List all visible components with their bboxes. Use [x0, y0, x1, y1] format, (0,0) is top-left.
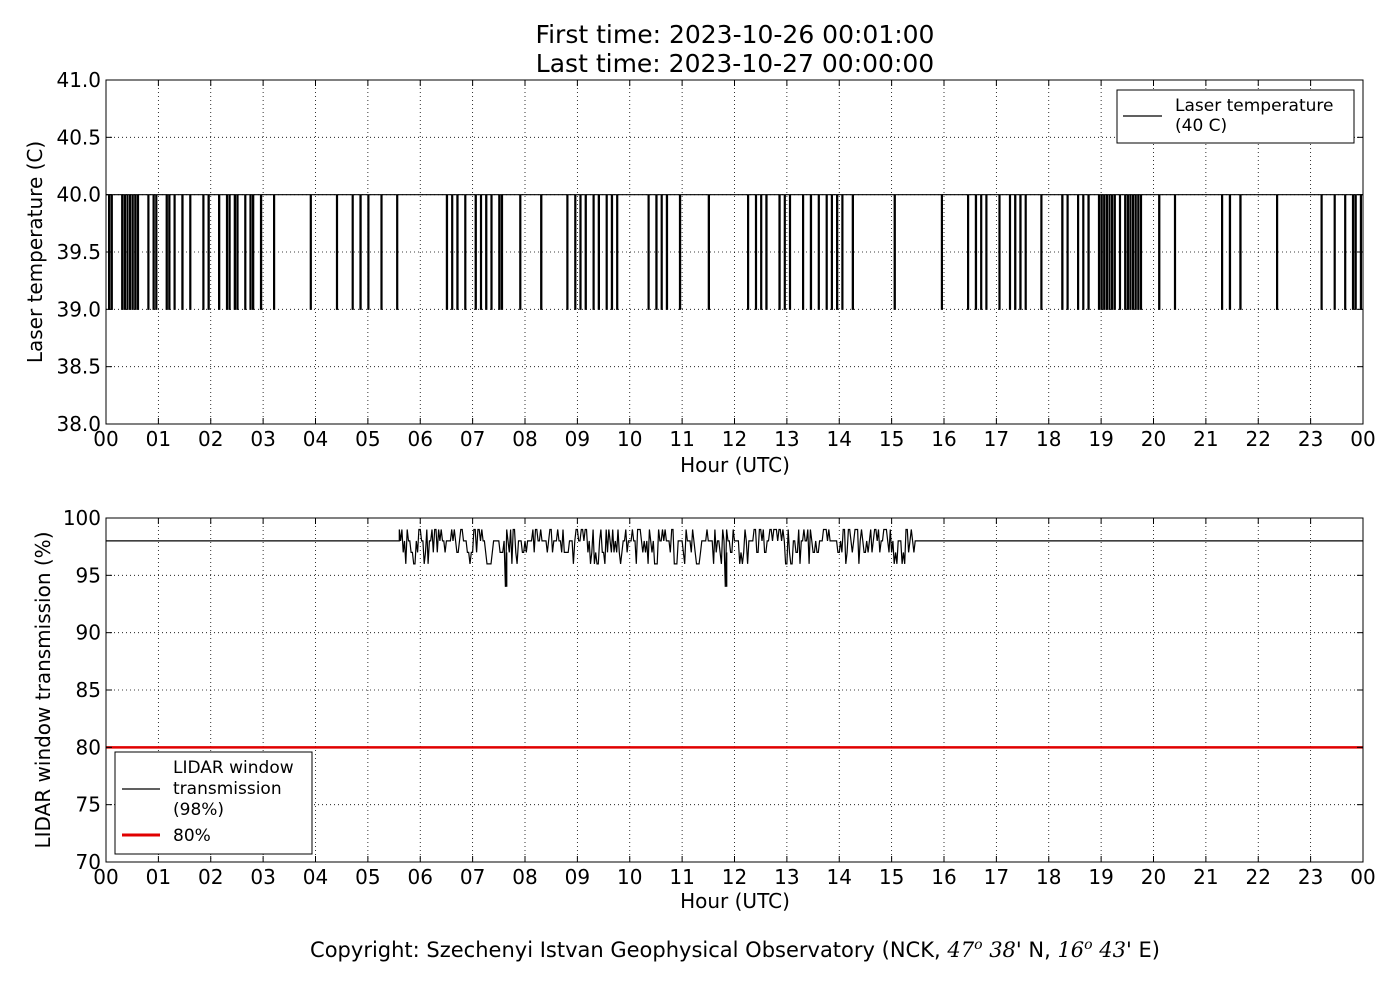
bottom-xtick-label: 01 [146, 865, 171, 889]
bottom-xtick-label: 04 [303, 865, 328, 889]
top-axis-ticks: 00 01 02 03 04 05 06 07 08 09 10 11 12 13 14 15 16 17 18 19… [56, 68, 1375, 451]
top-xtick-label: 20 [1141, 427, 1166, 451]
lidar-transmission-line [106, 528, 1363, 587]
bottom-xtick-label: 20 [1141, 865, 1166, 889]
laser-temperature-chart: 00 01 02 03 04 05 06 07 08 09 10 11 12 13 14 15 16 17 18 19… [23, 68, 1376, 477]
bottom-xtick-label: 06 [408, 865, 433, 889]
top-xtick-label: 15 [879, 427, 904, 451]
last-time-title: Last time: 2023-10-27 00:00:00 [536, 49, 934, 78]
top-xtick-label: 19 [1088, 427, 1113, 451]
lidar-transmission-series [106, 528, 1363, 587]
top-ytick-label: 41.0 [56, 68, 101, 92]
top-ytick-label: 39.5 [56, 240, 101, 264]
bottom-xtick-label: 03 [250, 865, 275, 889]
bottom-axis-ticks: 00 01 02 03 04 05 06 07 08 09 10 11 12 13 14 15 16 17 18 19… [63, 506, 1376, 889]
top-ylabel: Laser temperature (C) [23, 141, 47, 363]
top-xtick-label: 13 [774, 427, 799, 451]
top-xtick-label: 02 [198, 427, 223, 451]
bottom-xtick-label: 18 [1036, 865, 1061, 889]
laser-temperature-line [106, 194, 1363, 310]
top-xtick-label: 00 [93, 427, 118, 451]
bottom-legend: LIDAR window transmission (98%) 80% [114, 751, 313, 855]
bottom-xlabel: Hour (UTC) [680, 889, 790, 913]
bottom-xtick-label: 13 [774, 865, 799, 889]
bottom-xtick-label: 00 [93, 865, 118, 889]
top-xtick-label: 14 [827, 427, 852, 451]
top-xtick-label: 22 [1246, 427, 1271, 451]
bottom-xtick-label: 08 [512, 865, 537, 889]
top-xtick-label: 07 [460, 427, 485, 451]
top-xtick-label: 18 [1036, 427, 1061, 451]
bottom-legend-box [114, 751, 313, 855]
bottom-xtick-label: 09 [565, 865, 590, 889]
top-xtick-label: 23 [1298, 427, 1323, 451]
bottom-legend-label-line1: LIDAR window [173, 758, 294, 778]
top-xtick-label: 01 [146, 427, 171, 451]
bottom-legend-label-line2: transmission [173, 779, 282, 799]
top-legend: Laser temperature (40 C) [1116, 89, 1355, 144]
top-xtick-label: 16 [931, 427, 956, 451]
bottom-ytick-label: 80 [76, 735, 101, 759]
top-xtick-label: 21 [1193, 427, 1218, 451]
top-xtick-label: 06 [408, 427, 433, 451]
top-xlabel: Hour (UTC) [680, 453, 790, 477]
bottom-xtick-label: 12 [722, 865, 747, 889]
top-xtick-label: 00 [1350, 427, 1375, 451]
bottom-xtick-label: 15 [879, 865, 904, 889]
top-xtick-label: 05 [355, 427, 380, 451]
bottom-xtick-label: 11 [669, 865, 694, 889]
top-xtick-label: 12 [722, 427, 747, 451]
bottom-ytick-label: 70 [76, 850, 101, 874]
copyright-footer: Copyright: Szechenyi Istvan Geophysical … [310, 937, 1160, 962]
bottom-ylabel: LIDAR window transmission (%) [31, 532, 55, 849]
bottom-xtick-label: 05 [355, 865, 380, 889]
top-xtick-label: 09 [565, 427, 590, 451]
top-legend-label-line2: (40 C) [1175, 116, 1227, 136]
bottom-ytick-label: 100 [63, 506, 101, 530]
top-ytick-label: 39.0 [56, 297, 101, 321]
bottom-xtick-label: 23 [1298, 865, 1323, 889]
bottom-xtick-label: 21 [1193, 865, 1218, 889]
top-legend-label-line1: Laser temperature [1175, 96, 1333, 116]
bottom-xtick-label: 02 [198, 865, 223, 889]
top-ytick-label: 38.5 [56, 355, 101, 379]
bottom-legend-label-line3: (98%) [173, 800, 224, 820]
top-ytick-label: 40.0 [56, 183, 101, 207]
top-xtick-label: 17 [984, 427, 1009, 451]
top-xtick-label: 08 [512, 427, 537, 451]
bottom-xtick-label: 19 [1088, 865, 1113, 889]
lidar-transmission-chart: 00 01 02 03 04 05 06 07 08 09 10 11 12 13 14 15 16 17 18 19… [31, 506, 1376, 913]
bottom-xtick-label: 10 [617, 865, 642, 889]
top-xtick-label: 11 [669, 427, 694, 451]
laser-temperature-series [106, 194, 1363, 310]
bottom-xtick-label: 14 [827, 865, 852, 889]
top-ytick-label: 40.5 [56, 125, 101, 149]
bottom-xtick-label: 16 [931, 865, 956, 889]
top-xtick-label: 04 [303, 427, 328, 451]
top-xtick-label: 10 [617, 427, 642, 451]
bottom-xtick-label: 17 [984, 865, 1009, 889]
top-xtick-label: 03 [250, 427, 275, 451]
bottom-legend-threshold-label: 80% [173, 826, 211, 846]
bottom-ytick-label: 95 [76, 563, 101, 587]
bottom-ytick-label: 75 [76, 793, 101, 817]
first-time-title: First time: 2023-10-26 00:01:00 [536, 20, 935, 49]
bottom-xtick-label: 00 [1350, 865, 1375, 889]
top-ytick-label: 38.0 [56, 412, 101, 436]
bottom-ytick-label: 85 [76, 678, 101, 702]
bottom-xtick-label: 07 [460, 865, 485, 889]
bottom-ytick-label: 90 [76, 621, 101, 645]
bottom-xtick-label: 22 [1246, 865, 1271, 889]
